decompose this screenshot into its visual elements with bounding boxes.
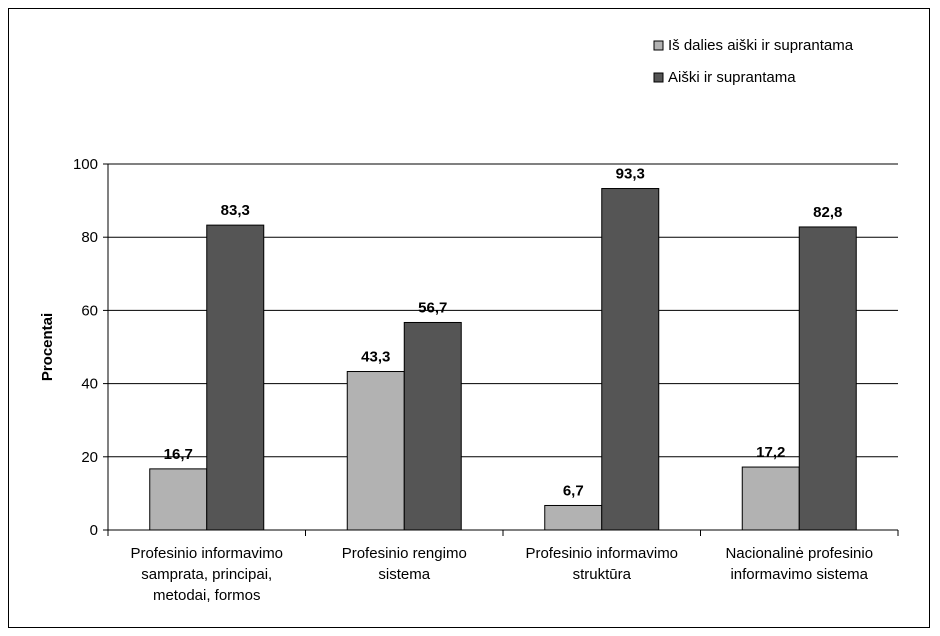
- legend: Iš dalies aiški ir suprantama Aiški ir su…: [653, 37, 854, 86]
- legend-swatch: [653, 72, 664, 83]
- data-label: 43,3: [361, 349, 390, 366]
- data-label: 6,7: [563, 482, 584, 499]
- category-label: informavimo sistema: [730, 566, 868, 583]
- axes: [103, 163, 899, 536]
- category-label: Profesinio informavimo: [130, 545, 283, 562]
- y-tick-label: 20: [81, 449, 98, 466]
- y-tick-labels: 0 20 40 60 80 100: [73, 156, 98, 539]
- category-label: metodai, formos: [153, 587, 261, 604]
- data-label: 83,3: [221, 202, 250, 219]
- category-labels: Profesinio informavimo samprata, principa…: [130, 545, 873, 604]
- data-labels: 16,7 83,3 43,3 56,7 6,7 93,3 17,2 82,8: [164, 166, 843, 500]
- data-label: 17,2: [756, 444, 785, 461]
- y-tick-label: 80: [81, 229, 98, 246]
- y-tick-label: 60: [81, 302, 98, 319]
- data-label: 16,7: [164, 446, 193, 463]
- bar-clear-3: [601, 188, 660, 531]
- category-label: Profesinio informavimo: [525, 545, 678, 562]
- bar-partial-1: [149, 468, 208, 531]
- bar-partial-4: [741, 466, 800, 531]
- y-axis-label: Procentai: [39, 313, 56, 381]
- category-label: Profesinio rengimo: [342, 545, 467, 562]
- bar-clear-1: [206, 224, 265, 531]
- data-label: 93,3: [616, 166, 645, 183]
- y-tick-label: 40: [81, 376, 98, 393]
- data-label: 56,7: [418, 299, 447, 316]
- bar-partial-3: [544, 504, 603, 531]
- bar-clear-2: [403, 321, 462, 531]
- legend-swatch: [653, 40, 664, 51]
- bar-clear-4: [798, 226, 857, 531]
- bars: [149, 188, 857, 531]
- category-label: struktūra: [573, 566, 632, 583]
- y-tick-label: 100: [73, 156, 98, 173]
- legend-label: Aiški ir suprantama: [668, 69, 796, 86]
- legend-label: Iš dalies aiški ir suprantama: [668, 37, 854, 54]
- category-label: samprata, principai,: [141, 566, 272, 583]
- category-label: Nacionalinė profesinio: [725, 545, 873, 562]
- category-label: sistema: [378, 566, 430, 583]
- bar-partial-2: [346, 371, 405, 531]
- y-tick-label: 0: [90, 522, 98, 539]
- data-label: 82,8: [813, 204, 842, 221]
